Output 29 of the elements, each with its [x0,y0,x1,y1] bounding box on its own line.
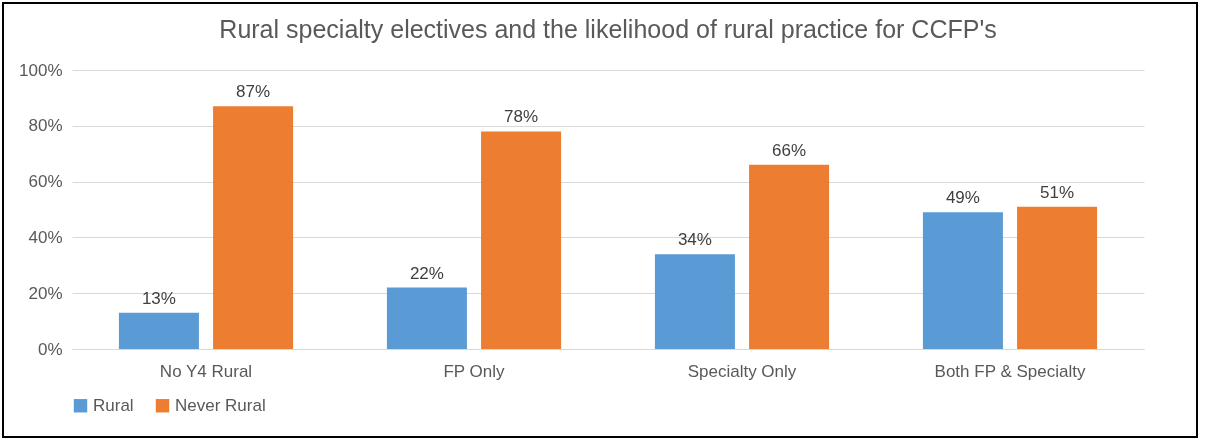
data-label: 13% [141,288,176,308]
data-label: 78% [504,107,539,127]
bar [1017,206,1098,349]
bar [654,254,735,349]
x-tick-label: No Y4 Rural [159,361,253,381]
x-tick-label: FP Only [443,361,506,381]
y-tick-label: 80% [28,116,63,136]
bar [749,164,830,349]
bar [213,106,294,349]
y-tick-label: 40% [28,227,63,247]
bar [386,287,467,349]
x-tick-label: Specialty Only [687,361,797,381]
bar [481,131,562,349]
legend-label: Rural [93,395,134,415]
y-tick-label: 60% [28,172,63,192]
legend-label: Never Rural [175,395,266,415]
data-label: 87% [236,82,271,102]
y-tick-label: 0% [37,339,63,359]
data-label: 49% [945,188,980,208]
y-tick-label: 20% [28,283,63,303]
x-tick-label: Both FP & Specialty [934,361,1086,381]
chart-title: Rural specialty electives and the likelihood of rural practice for CCFP's [219,15,997,43]
data-label: 66% [772,140,807,160]
data-label: 34% [677,230,712,250]
bar [118,312,199,349]
y-tick-label: 100% [19,60,63,80]
data-label: 51% [1040,182,1075,202]
data-label: 22% [409,263,444,283]
bar [922,212,1003,349]
